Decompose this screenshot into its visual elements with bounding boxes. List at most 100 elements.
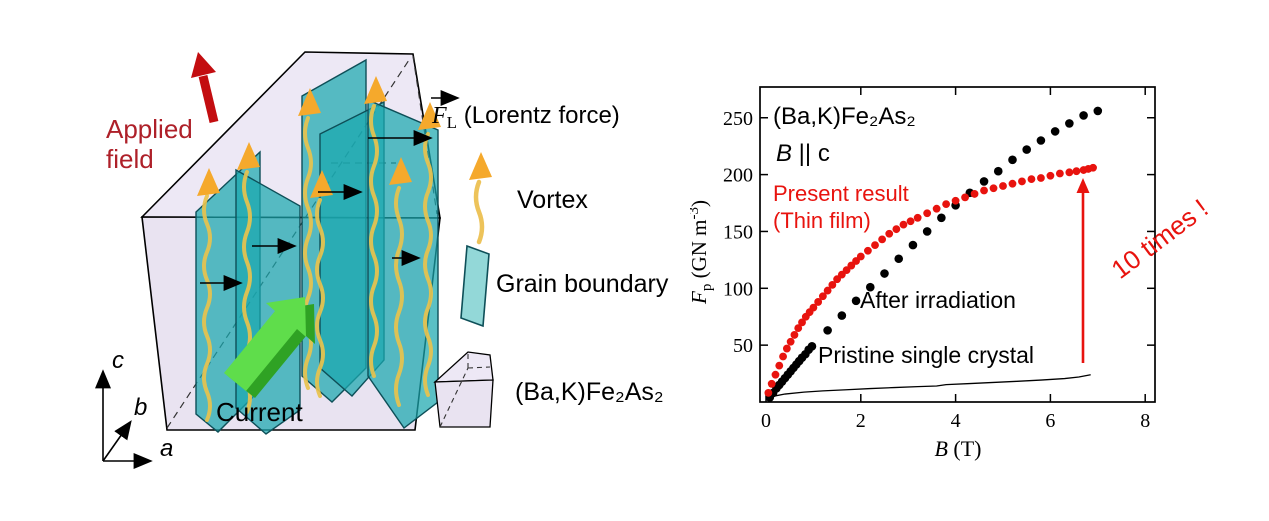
- grain-boundary-swatch-icon: [460, 244, 490, 328]
- lorentz-symbol: F: [431, 103, 447, 129]
- vortex-legend-label: Vortex: [517, 186, 588, 214]
- x-axis-title: B (T): [934, 436, 981, 461]
- x-tick-label: 0: [761, 410, 771, 432]
- after-irradiation-point: [807, 341, 817, 351]
- y-tick-label: 200: [723, 165, 753, 187]
- after-irradiation-point: [908, 240, 918, 250]
- chart-title: (Ba,K)Fe₂As₂: [773, 103, 916, 130]
- vortex-arrowhead-icon: [237, 142, 260, 170]
- present-result-point: [1037, 174, 1045, 182]
- ten-times-label: 10 times !: [1106, 193, 1214, 285]
- present-result-point: [942, 200, 951, 209]
- applied-field-arrow: [198, 74, 219, 124]
- present-result-point: [818, 292, 827, 301]
- present-result-point: [989, 184, 998, 193]
- legend-crystal-box: (Ba,K)Fe₂As₂: [433, 351, 664, 428]
- present-result-point: [767, 379, 776, 388]
- plot-frame: [759, 86, 1156, 403]
- after-irradiation-point: [1050, 127, 1060, 136]
- present-result-point: [828, 280, 837, 289]
- present-result-point: [798, 318, 806, 327]
- y-tick-label: 150: [723, 221, 753, 243]
- vortex-line: [394, 186, 404, 407]
- present-result-point: [786, 337, 795, 346]
- present-result-point: [961, 193, 969, 202]
- vortex-arrowhead-icon: [364, 76, 387, 104]
- present-result-point: [951, 196, 960, 205]
- x-tick-label: 6: [1045, 410, 1055, 432]
- present-result-point: [1089, 163, 1097, 172]
- present-result-point: [771, 370, 780, 379]
- present-result-point: [1072, 167, 1081, 176]
- after-irradiation-point: [1065, 119, 1074, 128]
- after-irradiation-point: [894, 254, 904, 264]
- axis-b-arrow: [102, 420, 132, 462]
- after-irradiation-point: [1079, 111, 1088, 120]
- ten-times-annotation: 10 times !: [1076, 178, 1214, 363]
- legend-grain-boundary: Grain boundary: [460, 244, 669, 328]
- ten-times-arrowhead-icon: [1076, 178, 1090, 193]
- present-result-point: [782, 344, 791, 353]
- after-irradiation-point: [1008, 155, 1017, 165]
- present-result-point: [1027, 175, 1036, 184]
- present-result-point: [913, 213, 922, 222]
- present-result-point: [779, 352, 787, 361]
- applied-field-label-line1: Applied: [106, 114, 193, 144]
- axis-c-label: c: [112, 347, 124, 374]
- present-result-point: [906, 217, 915, 226]
- after-irradiation-point: [851, 296, 861, 306]
- current-arrow: [224, 297, 315, 398]
- present-result-point: [775, 361, 784, 370]
- vortex-arrowhead-icon: [389, 157, 412, 185]
- y-tick-label: 50: [733, 335, 753, 357]
- present-result-point: [1008, 179, 1017, 188]
- crystal-axes: [95, 369, 153, 469]
- present-result-label: Present result (Thin film): [773, 181, 915, 233]
- after-irradiation-point: [993, 166, 1003, 176]
- present-result-point: [899, 220, 908, 229]
- mini-box-hidden-edges: [439, 354, 491, 428]
- present-result-point: [892, 225, 901, 234]
- after-irradiation-point: [1093, 106, 1103, 116]
- vortex-arrowhead-icon: [418, 102, 441, 130]
- x-tick-label: 2: [856, 410, 866, 432]
- pristine-line: [772, 374, 1091, 397]
- present-result-point: [809, 303, 818, 312]
- vortex-line: [315, 198, 325, 398]
- y-axis-title: Fp (GN m-3): [690, 200, 715, 305]
- present-result-point: [790, 331, 799, 339]
- present-result-point: [1055, 169, 1064, 178]
- present-result-point: [980, 186, 988, 195]
- present-result-point: [999, 182, 1007, 190]
- vortex-arrowhead-icon: [197, 168, 220, 196]
- vortex-arrowheads: [197, 76, 441, 198]
- present-result-point: [814, 298, 823, 306]
- after-irradiation-point: [979, 177, 989, 186]
- present-result-point: [794, 324, 803, 332]
- after-irradiation-point: [880, 269, 889, 278]
- present-result-point: [1065, 168, 1074, 177]
- current-arrow-face: [224, 297, 306, 391]
- schematic-diagram: Applied field Current c b a FL (Lorentz …: [95, 51, 669, 469]
- present-result-point: [932, 204, 941, 213]
- legend-vortex: Vortex: [469, 152, 588, 245]
- axis-b-label: b: [134, 394, 147, 421]
- svg-text:Applied field: Applied field: [106, 114, 200, 174]
- lorentz-force-arrows: [200, 130, 433, 291]
- after-irradiation-point: [1022, 145, 1031, 154]
- present-result-point: [764, 389, 773, 397]
- x-tick-label: 8: [1140, 410, 1150, 432]
- after-irradiation-point: [823, 326, 832, 335]
- after-irradiation-point: [1036, 136, 1046, 145]
- crystal-legend-label: (Ba,K)Fe₂As₂: [515, 378, 664, 406]
- vortex-arrowhead-icon: [310, 170, 333, 198]
- x-tick-label: 4: [951, 410, 961, 432]
- vortex-line: [303, 116, 313, 390]
- y-tick-label: 250: [723, 108, 753, 130]
- after-irradiation-point: [837, 311, 847, 320]
- svg-text:FL (Lorentz force): FL (Lorentz force): [431, 102, 620, 132]
- present-result-point: [885, 229, 894, 238]
- after-irradiation-label: After irradiation: [860, 287, 1016, 313]
